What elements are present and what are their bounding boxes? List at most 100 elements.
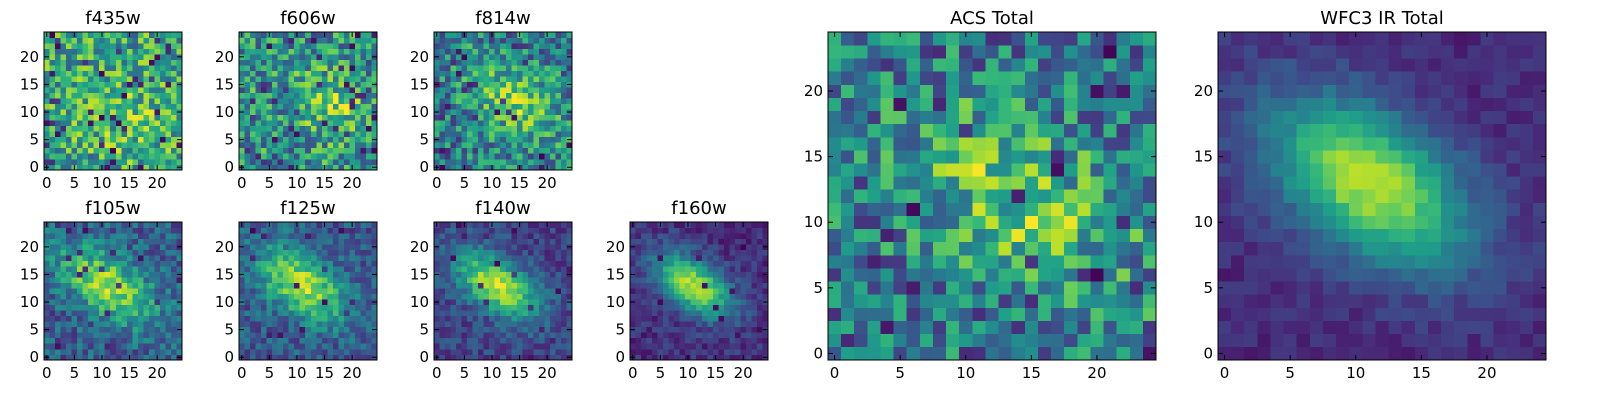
pixel: [745, 271, 752, 278]
pixel: [450, 125, 457, 132]
pixel: [360, 158, 367, 165]
pixel: [360, 277, 367, 284]
pixel: [305, 293, 312, 300]
pixel: [55, 59, 61, 66]
pixel: [299, 81, 306, 88]
pixel: [126, 304, 133, 311]
pixel: [668, 337, 675, 344]
pixel: [828, 150, 842, 164]
pixel: [472, 76, 479, 82]
pixel: [998, 215, 1012, 230]
pixel: [439, 321, 446, 328]
pixel: [483, 164, 490, 171]
pixel: [294, 337, 301, 344]
pixel: [467, 255, 473, 261]
pixel: [439, 48, 446, 55]
pixel: [283, 277, 289, 284]
pixel: [99, 120, 106, 127]
pixel: [266, 244, 273, 250]
pixel: [494, 59, 501, 66]
pixel: [332, 244, 339, 250]
pixel: [71, 293, 78, 300]
pixel: [115, 37, 122, 44]
pixel: [115, 70, 122, 77]
pixel: [483, 54, 490, 60]
pixel: [456, 222, 462, 228]
pixel: [630, 332, 636, 339]
pixel: [566, 65, 573, 71]
pixel: [1090, 320, 1104, 335]
pixel: [701, 326, 708, 333]
pixel: [261, 76, 267, 82]
pixel: [461, 348, 468, 355]
pixel: [71, 153, 78, 160]
pixel: [244, 260, 251, 267]
pixel: [66, 70, 72, 77]
pixel: [305, 76, 312, 82]
pixel: [527, 142, 534, 149]
pixel: [239, 343, 245, 350]
pixel: [176, 233, 183, 239]
pixel: [255, 59, 262, 66]
pixel: [434, 310, 440, 317]
pixel: [88, 114, 94, 121]
pixel: [165, 87, 172, 94]
pixel: [288, 282, 295, 289]
pixel: [690, 343, 697, 350]
pixel: [360, 32, 367, 38]
pixel: [641, 348, 647, 355]
pixel: [143, 114, 150, 121]
pixel: [434, 348, 440, 355]
pixel: [327, 271, 334, 278]
pixel: [972, 163, 986, 177]
pixel: [305, 238, 312, 245]
pixel: [467, 304, 473, 311]
pixel: [165, 114, 172, 121]
pixel: [154, 249, 161, 256]
pixel: [121, 147, 128, 154]
pixel: [483, 81, 490, 88]
axes-frame: [43, 221, 183, 361]
pixel: [266, 227, 273, 234]
y-tick-label: 0: [419, 348, 429, 366]
pixel: [919, 163, 934, 177]
pixel: [751, 326, 758, 333]
pixel: [919, 320, 934, 335]
pixel: [1064, 320, 1078, 335]
pixel: [1011, 202, 1026, 216]
pixel: [566, 48, 573, 55]
pixel: [93, 142, 100, 149]
pixel: [332, 125, 339, 132]
pixel: [44, 43, 50, 49]
pixel: [635, 249, 642, 256]
pixel: [696, 227, 703, 234]
pixel: [82, 343, 89, 350]
pixel: [299, 136, 306, 143]
pixel: [483, 255, 490, 261]
pixel: [283, 288, 289, 295]
pixel: [115, 354, 122, 361]
pixel: [641, 321, 647, 328]
pixel: [154, 299, 161, 306]
pixel: [371, 103, 378, 110]
pixel: [338, 103, 345, 110]
pixel: [148, 131, 155, 138]
pixel: [998, 307, 1012, 321]
pixel: [77, 354, 83, 361]
pixel: [332, 332, 339, 339]
pixel: [288, 233, 295, 239]
pixel: [641, 299, 647, 306]
pixel: [99, 98, 106, 105]
pixel: [283, 238, 289, 245]
pixel: [555, 153, 562, 160]
pixel: [305, 260, 312, 267]
pixel: [538, 109, 545, 116]
pixel: [110, 125, 117, 132]
pixel: [343, 315, 350, 322]
pixel: [239, 131, 245, 138]
pixel: [165, 315, 172, 322]
pixel: [316, 249, 323, 256]
pixel: [445, 76, 451, 82]
pixel: [60, 282, 67, 289]
pixel: [165, 43, 172, 49]
